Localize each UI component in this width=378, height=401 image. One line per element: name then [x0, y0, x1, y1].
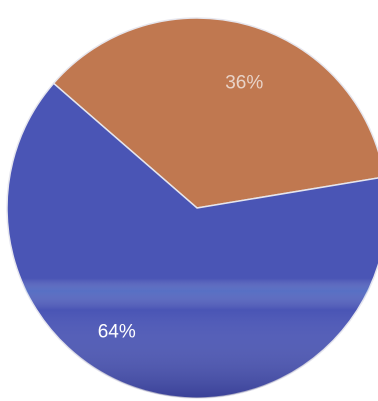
slice-label: 36%	[225, 73, 263, 94]
slice-shading	[7, 83, 378, 398]
slice-label: 64%	[98, 322, 136, 343]
pie-slice	[52, 17, 378, 209]
